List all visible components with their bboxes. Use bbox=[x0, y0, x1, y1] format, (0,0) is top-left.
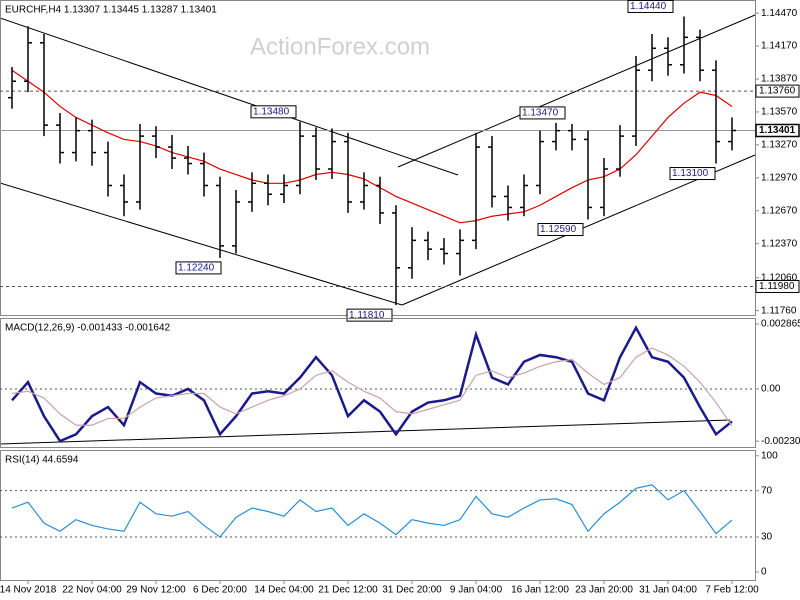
x-tick-label: 14 Dec 04:00 bbox=[254, 585, 314, 596]
x-tick-label: 16 Jan 12:00 bbox=[511, 585, 569, 596]
x-tick-label: 21 Dec 12:00 bbox=[318, 585, 378, 596]
x-tick-label: 14 Nov 2018 bbox=[0, 585, 57, 596]
annotation-label: 1.12240 bbox=[178, 263, 215, 274]
annotation-box bbox=[669, 167, 716, 181]
x-tick-label: 9 Jan 04:00 bbox=[450, 585, 503, 596]
annotation-box bbox=[537, 223, 584, 237]
series-line bbox=[11, 484, 733, 538]
annotation-label: 1.11810 bbox=[349, 310, 385, 321]
annotation-label: 1.13480 bbox=[253, 106, 290, 117]
y-tick-label: -0.002302 bbox=[761, 436, 800, 447]
series-line bbox=[11, 69, 733, 224]
level-box bbox=[755, 84, 800, 98]
annotation-label: 1.13100 bbox=[672, 168, 709, 179]
annotation-label: 1.14440 bbox=[630, 1, 667, 12]
y-tick-label: 1.12370 bbox=[761, 238, 798, 249]
x-tick-label: 23 Jan 20:00 bbox=[575, 585, 633, 596]
x-tick-label: 22 Nov 04:00 bbox=[62, 585, 122, 596]
panel-frame bbox=[0, 318, 756, 448]
panel-frame bbox=[0, 450, 756, 581]
panel-title: EURCHF,H4 1.13307 1.13445 1.13287 1.1340… bbox=[5, 5, 217, 16]
y-tick-label: 30 bbox=[761, 532, 773, 543]
panel-title: RSI(14) 44.6594 bbox=[5, 455, 79, 466]
y-tick-label: 0 bbox=[761, 567, 767, 578]
watermark: ActionForex.com bbox=[250, 33, 430, 60]
y-tick-label: 1.13570 bbox=[761, 107, 798, 118]
y-tick-label: 1.13870 bbox=[761, 74, 798, 85]
y-tick-label: 0.00 bbox=[761, 384, 781, 395]
y-tick-label: 1.14470 bbox=[761, 8, 798, 19]
y-tick-label: 70 bbox=[761, 485, 773, 496]
series-line bbox=[11, 347, 733, 427]
annotation-label: 1.12590 bbox=[540, 224, 577, 235]
y-tick-label: 0.002865 bbox=[761, 319, 800, 330]
y-tick-label: 1.11760 bbox=[761, 305, 797, 316]
trend-line bbox=[0, 182, 403, 306]
x-tick-label: 6 Dec 20:00 bbox=[193, 585, 247, 596]
x-tick-label: 7 Feb 12:00 bbox=[705, 585, 759, 596]
level-box bbox=[755, 123, 800, 138]
y-tick-label: 1.12970 bbox=[761, 172, 798, 183]
panel-title: MACD(12,26,9) -0.001433 -0.001642 bbox=[5, 323, 171, 334]
level-box bbox=[755, 279, 800, 293]
annotation-box bbox=[627, 0, 674, 13]
level-label: 1.13401 bbox=[759, 125, 796, 136]
annotation-box bbox=[175, 261, 222, 275]
x-tick-label: 31 Jan 04:00 bbox=[639, 585, 697, 596]
annotation-box bbox=[250, 105, 297, 119]
annotation-box bbox=[519, 106, 566, 120]
level-label: 1.11980 bbox=[759, 281, 795, 292]
y-tick-label: 100 bbox=[761, 450, 778, 461]
trend-line bbox=[0, 419, 731, 445]
x-tick-label: 29 Nov 12:00 bbox=[126, 585, 186, 596]
annotation-label: 1.13470 bbox=[522, 108, 559, 119]
y-tick-label: 1.13270 bbox=[761, 140, 798, 151]
trend-line bbox=[0, 17, 459, 176]
y-tick-label: 1.12060 bbox=[761, 272, 798, 283]
y-tick-label: 1.14170 bbox=[761, 41, 798, 52]
series-line bbox=[11, 325, 733, 443]
level-label: 1.13760 bbox=[759, 86, 796, 97]
y-tick-label: 1.12670 bbox=[761, 205, 798, 216]
x-tick-label: 31 Dec 20:00 bbox=[382, 585, 442, 596]
